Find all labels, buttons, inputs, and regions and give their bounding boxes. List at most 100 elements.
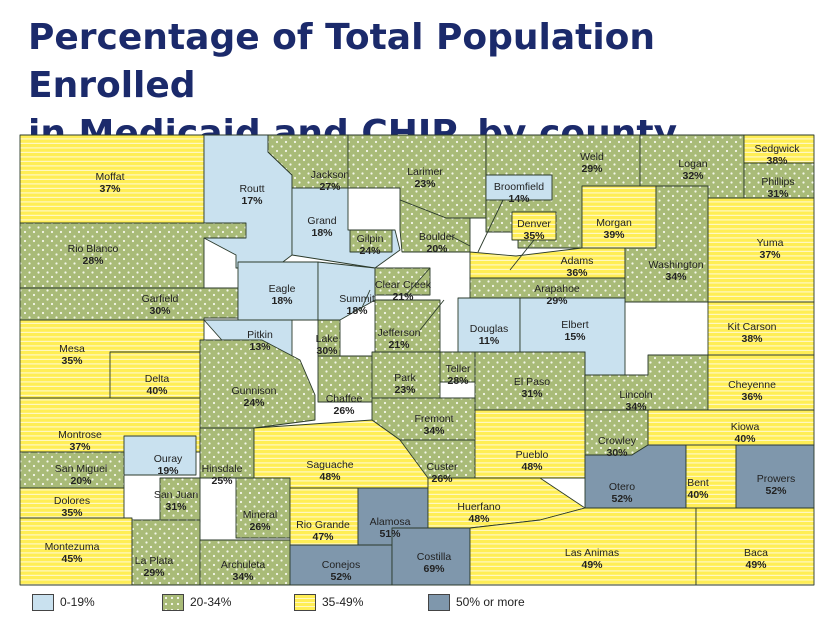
county-value-san-miguel: 20% xyxy=(70,475,92,487)
county-label-park: Park xyxy=(394,372,416,384)
legend-swatch xyxy=(162,593,184,611)
county-value-kiowa: 40% xyxy=(734,433,756,445)
county-value-montezuma: 45% xyxy=(61,553,83,565)
county-label-mineral: Mineral xyxy=(243,509,277,521)
legend-label: 50% or more xyxy=(456,595,525,609)
county-label-boulder: Boulder xyxy=(419,231,456,243)
county-label-san-miguel: San Miguel xyxy=(55,463,108,475)
county-gunnison xyxy=(199,339,316,429)
county-value-otero: 52% xyxy=(611,493,633,505)
title-line-1: Percentage of Total Population Enrolled xyxy=(28,17,656,106)
county-label-crowley: Crowley xyxy=(598,435,637,447)
legend-swatch xyxy=(294,593,316,611)
legend-label: 0-19% xyxy=(60,595,95,609)
legend-label: 35-49% xyxy=(322,595,364,609)
county-garfield xyxy=(19,287,239,321)
county-value-gunnison: 24% xyxy=(243,397,265,409)
county-label-kiowa: Kiowa xyxy=(731,421,760,433)
county-value-broomfield: 14% xyxy=(508,193,530,205)
county-label-baca: Baca xyxy=(744,547,768,559)
leader-line xyxy=(419,299,445,331)
county-label-lincoln: Lincoln xyxy=(619,389,652,401)
county-label-cheyenne: Cheyenne xyxy=(728,379,776,391)
county-value-routt: 17% xyxy=(241,195,263,207)
legend-item-20-34: 20-34% xyxy=(162,592,231,612)
county-value-logan: 32% xyxy=(682,170,704,182)
county-label-summit: Summit xyxy=(339,293,375,305)
county-value-elbert: 15% xyxy=(564,331,586,343)
county-label-jefferson: Jefferson xyxy=(378,327,421,339)
county-label-eagle: Eagle xyxy=(269,283,296,295)
county-value-pitkin: 13% xyxy=(249,341,271,353)
county-value-weld: 29% xyxy=(581,163,603,175)
county-value-fremont: 34% xyxy=(423,425,445,437)
county-value-garfield: 30% xyxy=(149,305,171,317)
county-adams xyxy=(469,247,626,279)
county-label-pueblo: Pueblo xyxy=(516,449,549,461)
county-value-alamosa: 51% xyxy=(379,528,401,540)
county-value-washington: 34% xyxy=(665,271,687,283)
county-denver xyxy=(511,211,557,241)
county-label-sedgwick: Sedgwick xyxy=(755,143,801,155)
county-label-larimer: Larimer xyxy=(407,166,443,178)
county-label-logan: Logan xyxy=(678,158,707,170)
county-label-routt: Routt xyxy=(239,183,264,195)
county-label-chaffee: Chaffee xyxy=(326,393,363,405)
county-label-dolores: Dolores xyxy=(54,495,90,507)
county-value-montrose: 37% xyxy=(69,441,91,453)
county-label-gunnison: Gunnison xyxy=(232,385,277,397)
leader-line xyxy=(509,239,535,271)
county-value-bent: 40% xyxy=(687,489,709,501)
leader-line xyxy=(477,199,504,253)
county-label-mesa: Mesa xyxy=(59,343,85,355)
county-value-gilpin: 24% xyxy=(359,245,381,257)
county-value-morgan: 39% xyxy=(603,229,625,241)
county-value-huerfano: 48% xyxy=(468,513,490,525)
county-label-rio-blanco: Rio Blanco xyxy=(68,243,119,255)
county-value-grand: 18% xyxy=(311,227,333,239)
county-label-archuleta: Archuleta xyxy=(221,559,266,571)
county-label-ouray: Ouray xyxy=(154,453,183,465)
county-label-fremont: Fremont xyxy=(414,413,453,425)
county-label-otero: Otero xyxy=(609,481,635,493)
county-value-baca: 49% xyxy=(745,559,767,571)
legend-item-35-49: 35-49% xyxy=(294,592,363,612)
county-value-conejos: 52% xyxy=(330,571,352,583)
county-value-hinsdale: 25% xyxy=(211,475,233,487)
county-value-rio-grande: 47% xyxy=(312,531,334,543)
county-label-las-animas: Las Animas xyxy=(565,547,619,559)
county-label-conejos: Conejos xyxy=(322,559,361,571)
county-label-montrose: Montrose xyxy=(58,429,102,441)
county-value-el-paso: 31% xyxy=(521,388,543,400)
county-value-san-juan: 31% xyxy=(165,501,187,513)
county-value-boulder: 20% xyxy=(426,243,448,255)
county-label-rio-grande: Rio Grande xyxy=(296,519,350,531)
county-label-costilla: Costilla xyxy=(417,551,452,563)
county-label-delta: Delta xyxy=(145,373,170,385)
county-value-la-plata: 29% xyxy=(143,567,165,579)
county-value-delta: 40% xyxy=(146,385,168,397)
county-summit xyxy=(317,261,376,321)
county-value-arapahoe: 29% xyxy=(546,295,568,307)
county-label-bent: Bent xyxy=(687,477,709,489)
county-value-pueblo: 48% xyxy=(521,461,543,473)
county-value-rio-blanco: 28% xyxy=(82,255,104,267)
county-value-crowley: 30% xyxy=(606,447,628,459)
county-broomfield xyxy=(485,174,553,201)
county-label-gilpin: Gilpin xyxy=(357,233,384,245)
county-value-jefferson: 21% xyxy=(388,339,410,351)
county-label-garfield: Garfield xyxy=(142,293,179,305)
county-la-plata xyxy=(131,519,201,586)
county-label-custer: Custer xyxy=(427,461,458,473)
county-value-cheyenne: 36% xyxy=(741,391,763,403)
county-value-ouray: 19% xyxy=(157,465,179,477)
county-label-clear-creek: Clear Creek xyxy=(375,279,432,291)
county-label-la-plata: La Plata xyxy=(135,555,174,567)
county-label-washington: Washington xyxy=(648,259,703,271)
county-value-costilla: 69% xyxy=(423,563,445,575)
county-label-adams: Adams xyxy=(561,255,594,267)
county-value-saguache: 48% xyxy=(319,471,341,483)
county-value-mineral: 26% xyxy=(249,521,271,533)
legend-item-0-19: 0-19% xyxy=(32,592,95,612)
